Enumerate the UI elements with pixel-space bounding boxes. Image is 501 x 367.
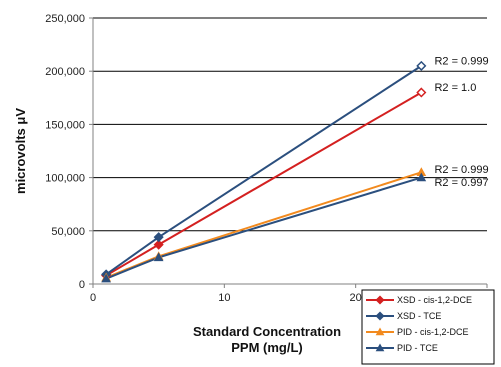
x-axis-title: Standard Concentration PPM (mg/L): [193, 324, 341, 355]
axis-layer: 0 50,000 100,000 150,000 200,000 250,000 0 10 20…: [13, 13, 493, 355]
data-point: [416, 87, 427, 98]
data-point: [416, 172, 427, 182]
legend-label: XSD - TCE: [397, 311, 441, 321]
r2-annotation: R2 = 0.997: [434, 177, 488, 189]
r2-annotation: R2 = 1.0: [434, 82, 476, 94]
r2-annotation: R2 = 0.999: [434, 164, 488, 176]
r2-annotation: R2 = 0.999: [434, 56, 488, 68]
x-tick-label: 20: [350, 292, 362, 304]
legend-label: PID - cis-1,2-DCE: [397, 327, 469, 337]
legend-swatch-marker: [375, 311, 385, 321]
legend-swatch-marker: [375, 327, 385, 336]
legend-label: XSD - cis-1,2-DCE: [397, 295, 472, 305]
x-axis-title-line: PPM (mg/L): [231, 340, 303, 355]
y-tick-label: 150,000: [45, 119, 85, 131]
y-axis-title: microvolts μV: [13, 108, 28, 194]
y-tick-label: 100,000: [45, 173, 85, 185]
data-point: [153, 232, 164, 243]
legend-box: [361, 289, 495, 365]
grid-layer: [93, 17, 487, 232]
y-tick-label: 50,000: [51, 226, 85, 238]
series-layer: [105, 65, 422, 280]
data-point: [101, 273, 111, 283]
data-point: [153, 239, 164, 250]
series-line: [105, 176, 422, 280]
y-tick-label: 200,000: [45, 66, 85, 78]
y-tick-label: 250,000: [45, 13, 85, 25]
marker-layer: [101, 60, 427, 283]
x-tick-label: 10: [218, 292, 230, 304]
y-tick-label: 0: [79, 279, 85, 291]
legend-label: PID - TCE: [397, 343, 438, 353]
x-axis-title-line: Standard Concentration: [193, 324, 341, 339]
series-line: [105, 91, 422, 277]
x-tick-label: 0: [90, 292, 96, 304]
data-point: [153, 252, 164, 262]
legend-swatch-marker: [375, 295, 385, 305]
series-line: [105, 65, 422, 276]
legend-swatch-marker: [375, 343, 385, 352]
data-point: [416, 60, 427, 71]
legend: XSD - cis-1,2-DCE XSD - TCE PID - cis-1,2-…: [361, 289, 495, 365]
